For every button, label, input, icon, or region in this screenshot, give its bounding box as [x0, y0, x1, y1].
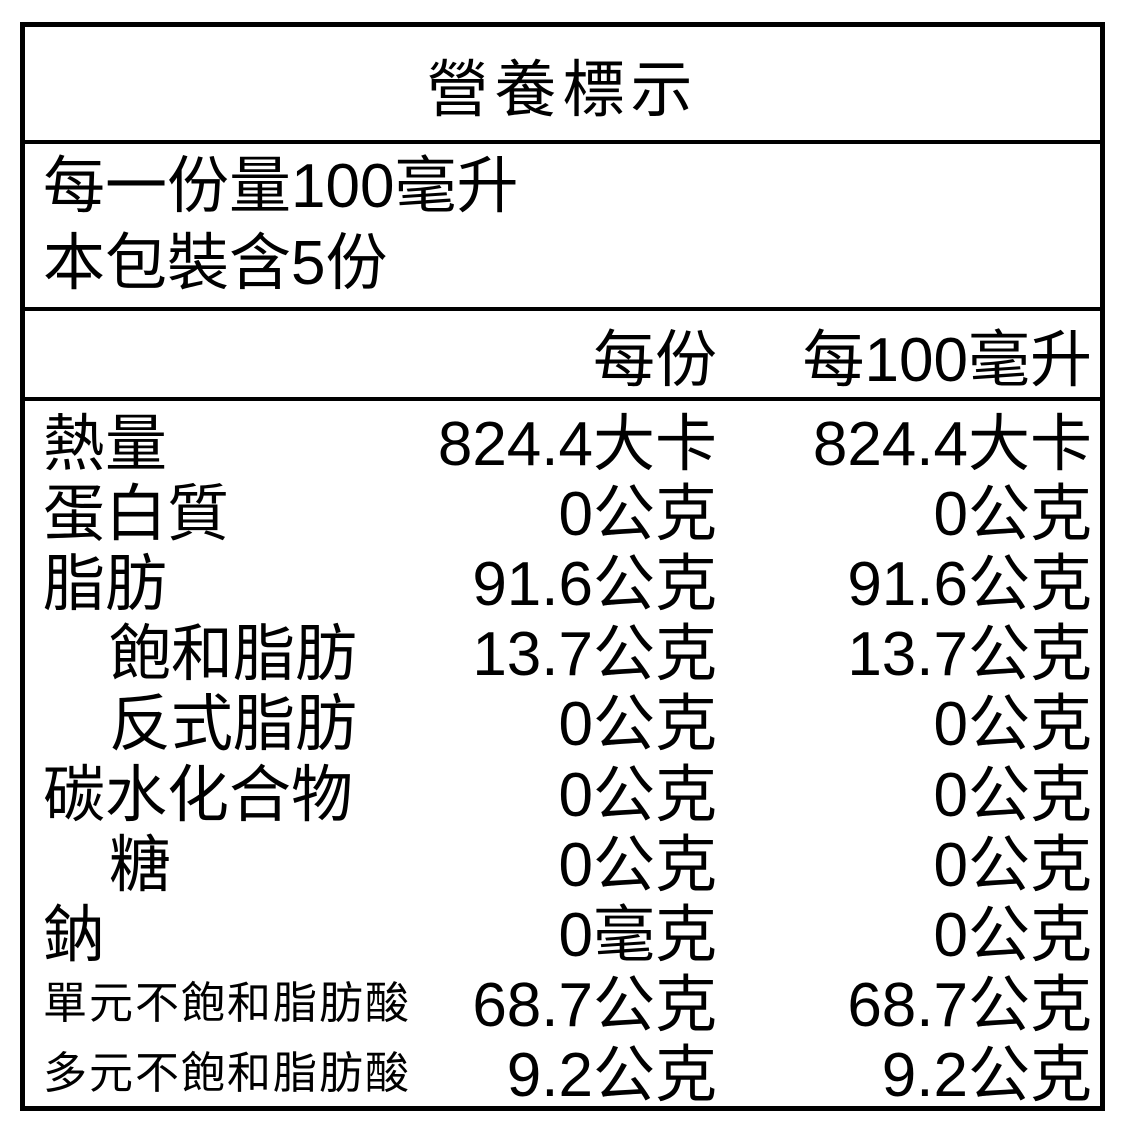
nutrient-value-per-100ml: 0公克 [933, 480, 1092, 550]
nutrient-rows: 熱量 824.4大卡 824.4大卡 蛋白質 0公克 0公克 脂肪 91.6公克… [25, 401, 1100, 1110]
nutrient-name: 鈉 [43, 900, 106, 970]
nutrient-value-per-serving: 0毫克 [558, 900, 717, 970]
nutrient-value-per-100ml: 91.6公克 [847, 550, 1092, 620]
nutrient-value-per-serving: 0公克 [558, 480, 717, 550]
nutrient-value-per-serving: 0公克 [558, 830, 717, 900]
servings-per-package-line: 本包裝含5份 [43, 229, 388, 298]
nutrient-value-per-serving: 0公克 [558, 690, 717, 760]
nutrient-row: 熱量 824.4大卡 824.4大卡 [25, 403, 1092, 479]
label-title-section: 營養標示 [25, 27, 1100, 144]
nutrient-name: 蛋白質 [43, 480, 230, 550]
nutrient-row: 多元不飽和脂肪酸 9.2公克 9.2公克 [25, 1034, 1092, 1110]
nutrient-row: 單元不飽和脂肪酸 68.7公克 68.7公克 [25, 964, 1092, 1040]
nutrient-name: 碳水化合物 [43, 760, 354, 830]
column-header-per-serving: 每份 [592, 326, 717, 395]
nutrient-value-per-serving: 91.6公克 [472, 550, 717, 620]
nutrient-row: 脂肪 91.6公克 91.6公克 [25, 543, 1092, 619]
nutrient-value-per-serving: 68.7公克 [472, 970, 717, 1040]
nutrient-value-per-100ml: 0公克 [933, 760, 1092, 830]
serving-size-line: 每一份量100毫升 [43, 152, 519, 221]
nutrient-row: 碳水化合物 0公克 0公克 [25, 754, 1092, 830]
nutrient-name: 多元不飽和脂肪酸 [43, 1048, 411, 1098]
nutrient-value-per-100ml: 13.7公克 [847, 620, 1092, 690]
nutrient-value-per-100ml: 9.2公克 [881, 1040, 1092, 1110]
nutrient-name: 糖 [109, 830, 172, 900]
nutrient-name: 脂肪 [43, 550, 168, 620]
nutrient-name: 單元不飽和脂肪酸 [43, 978, 411, 1028]
nutrient-value-per-100ml: 824.4大卡 [812, 410, 1092, 480]
nutrient-value-per-100ml: 0公克 [933, 690, 1092, 760]
nutrient-row: 糖 0公克 0公克 [25, 824, 1092, 900]
nutrient-row: 蛋白質 0公克 0公克 [25, 473, 1092, 549]
nutrient-value-per-serving: 824.4大卡 [437, 410, 717, 480]
nutrient-value-per-serving: 13.7公克 [472, 620, 717, 690]
nutrient-row: 鈉 0毫克 0公克 [25, 894, 1092, 970]
column-header-per-100ml: 每100毫升 [802, 326, 1092, 395]
nutrition-label: 營養標示 每一份量100毫升 本包裝含5份 每份 每100毫升 熱量 824.4… [20, 22, 1105, 1111]
nutrient-value-per-100ml: 68.7公克 [847, 970, 1092, 1040]
serving-info-section: 每一份量100毫升 本包裝含5份 [25, 144, 1100, 311]
nutrient-name: 飽和脂肪 [109, 620, 358, 690]
nutrient-name: 熱量 [43, 410, 168, 480]
nutrient-name: 反式脂肪 [109, 690, 358, 760]
column-header-row: 每份 每100毫升 [25, 311, 1100, 401]
label-title: 營養標示 [426, 55, 699, 125]
nutrient-value-per-serving: 0公克 [558, 760, 717, 830]
nutrient-row: 飽和脂肪 13.7公克 13.7公克 [25, 613, 1092, 689]
nutrient-value-per-100ml: 0公克 [933, 830, 1092, 900]
nutrient-row: 反式脂肪 0公克 0公克 [25, 683, 1092, 759]
nutrient-value-per-serving: 9.2公克 [506, 1040, 717, 1110]
nutrient-value-per-100ml: 0公克 [933, 900, 1092, 970]
